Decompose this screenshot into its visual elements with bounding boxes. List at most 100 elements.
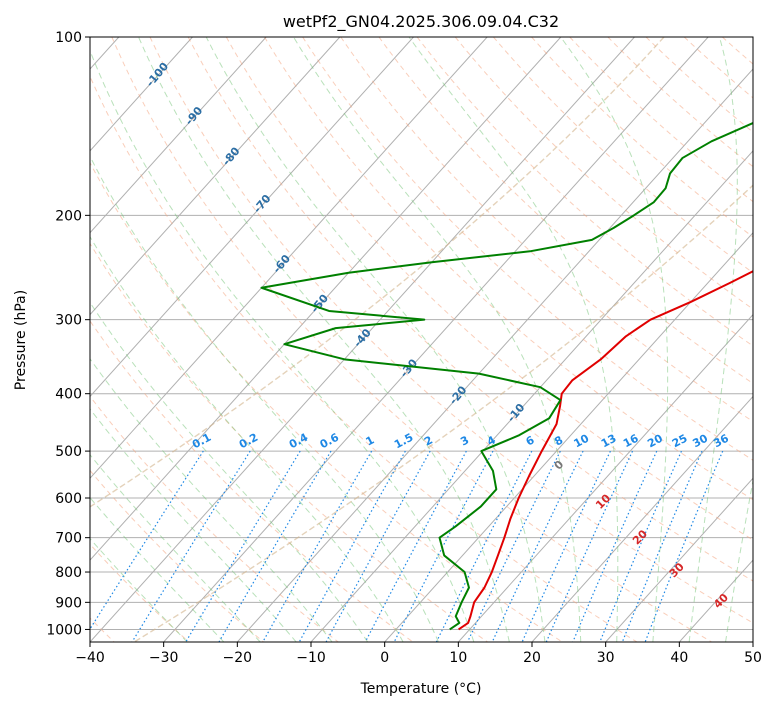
- mixing-ratio-line: [572, 450, 658, 642]
- moist-adiabat-label: 40: [711, 591, 731, 611]
- x-tick-label: −20: [223, 650, 253, 666]
- dry-adiabat-line: [90, 469, 264, 642]
- mixing-ratio-line: [218, 450, 332, 642]
- isotherm-line: [457, 313, 753, 642]
- mixing-ratio-label: 1: [364, 433, 377, 448]
- y-tick-label: 100: [55, 30, 82, 46]
- dry-adiabat-labels: -100-90-80-70-60-50-40-30-20-10: [144, 60, 528, 425]
- dry-adiabat-line: [607, 37, 753, 168]
- dry-adiabat-label: -100: [144, 60, 172, 90]
- moist-adiabat-line: [560, 37, 669, 642]
- moist-adiabat-line: [90, 496, 225, 642]
- mixing-ratio-line: [621, 450, 703, 642]
- reference-curve-line: [90, 37, 665, 508]
- isotherm-line: [605, 477, 753, 642]
- moist-adiabat-line: [90, 453, 261, 642]
- isotherm-grid: [90, 37, 753, 642]
- dry-adiabat-line: [111, 37, 712, 642]
- x-tick-label: 10: [449, 650, 467, 666]
- dry-adiabat-line: [378, 37, 753, 385]
- isotherm-line: [90, 37, 488, 480]
- dry-adiabat-line: [340, 37, 753, 423]
- moist-adiabat-line: [90, 235, 404, 642]
- moist-adiabat-line: [90, 155, 439, 642]
- isotherm-line: [531, 395, 753, 642]
- dry-adiabat-line: [493, 37, 753, 274]
- x-tick-label: 0: [380, 650, 389, 666]
- mixing-ratio-line: [185, 450, 301, 642]
- mixing-ratio-line: [90, 450, 204, 631]
- mixing-ratio-line: [466, 450, 561, 642]
- mixing-ratio-line: [491, 450, 584, 642]
- moist-adiabat-line: [205, 37, 546, 642]
- dry-adiabat-line: [90, 242, 488, 642]
- mixing-ratio-label: 6: [524, 433, 537, 448]
- mixing-ratio-label: 10: [572, 432, 592, 451]
- isotherm-line: [236, 68, 753, 642]
- dewpoint-profile-line: [260, 121, 753, 631]
- x-tick-label: −10: [296, 650, 326, 666]
- mixing-ratio-label: 25: [670, 432, 690, 451]
- mixing-ratio-label: 0.2: [237, 431, 260, 452]
- mixing-ratio-line: [545, 450, 634, 642]
- mixing-ratio-label: 30: [690, 431, 710, 450]
- dry-adiabat-line: [645, 37, 753, 133]
- plot-area: 0.1 0.2 0.4 0.6 1 1.5 2 3 4 6 8 10 13 16 20 25 30 36 -100…: [90, 37, 775, 642]
- x-tick-label: 30: [597, 650, 615, 666]
- isotherm-line: [90, 37, 267, 234]
- temperature-profile-line: [458, 270, 753, 631]
- moist-adiabat-line: [408, 37, 619, 642]
- dry-adiabat-line: [90, 320, 414, 642]
- dry-adiabat-line: [90, 75, 638, 642]
- mixing-ratio-label: 16: [621, 432, 641, 451]
- y-tick-label: 200: [55, 208, 82, 224]
- isotherm-line: [90, 37, 562, 561]
- isotherm-line: [310, 150, 753, 642]
- mixing-ratio-line: [262, 450, 373, 642]
- isotherm-line: [90, 37, 341, 316]
- y-tick-label: 600: [55, 491, 82, 507]
- mixing-ratio-line: [298, 450, 406, 642]
- moist-adiabat-label: 10: [593, 491, 613, 511]
- mixing-ratio-label: 0.4: [287, 431, 311, 452]
- y-tick-label: 300: [55, 313, 82, 329]
- y-axis-ticks: 100 200 300 400 500 600 700 800 900 1000: [46, 30, 90, 638]
- moist-adiabat-line: [90, 49, 475, 642]
- mixing-ratio-label: 8: [552, 433, 565, 448]
- y-tick-label: 400: [55, 387, 82, 403]
- isotherm-line: [90, 37, 193, 152]
- dry-adiabat-line: [90, 395, 339, 642]
- chart-title: wetPf2_GN04.2025.306.09.04.C32: [283, 12, 559, 32]
- x-tick-label: 50: [744, 650, 762, 666]
- y-tick-label: 900: [55, 595, 82, 611]
- reference-curve-line: [133, 184, 753, 642]
- moist-adiabat-line: [90, 301, 369, 642]
- x-tick-label: 40: [670, 650, 688, 666]
- moist-adiabat-line: [293, 37, 582, 642]
- dry-adiabat-line: [761, 37, 775, 642]
- isotherm-line: [90, 37, 414, 398]
- y-axis-label: Pressure (hPa): [13, 290, 29, 390]
- dry-adiabat-line: [264, 37, 753, 501]
- isotherm-line: [163, 37, 709, 642]
- plot-frame: [89, 36, 754, 643]
- mixing-ratio-line: [521, 450, 611, 642]
- mixing-ratio-line: [325, 450, 431, 642]
- mixing-ratio-label: 13: [599, 432, 619, 451]
- moist-adiabat-line: [90, 408, 297, 642]
- mixing-ratio-label: 3: [458, 433, 471, 448]
- mixing-ratio-line: [599, 450, 682, 642]
- mixing-ratio-line: [364, 450, 467, 642]
- x-tick-label: 20: [523, 650, 541, 666]
- dry-adiabat-line: [187, 37, 753, 582]
- dry-adiabat-line: [302, 37, 753, 461]
- mixing-ratio-line: [131, 450, 251, 642]
- mixing-ratio-label: 20: [645, 432, 665, 451]
- mixing-ratio-lines: [90, 450, 724, 642]
- y-tick-label: 1000: [46, 622, 82, 638]
- moist-adiabat-line: [138, 37, 510, 642]
- mixing-ratio-line: [644, 450, 724, 642]
- x-tick-label: −40: [75, 650, 105, 666]
